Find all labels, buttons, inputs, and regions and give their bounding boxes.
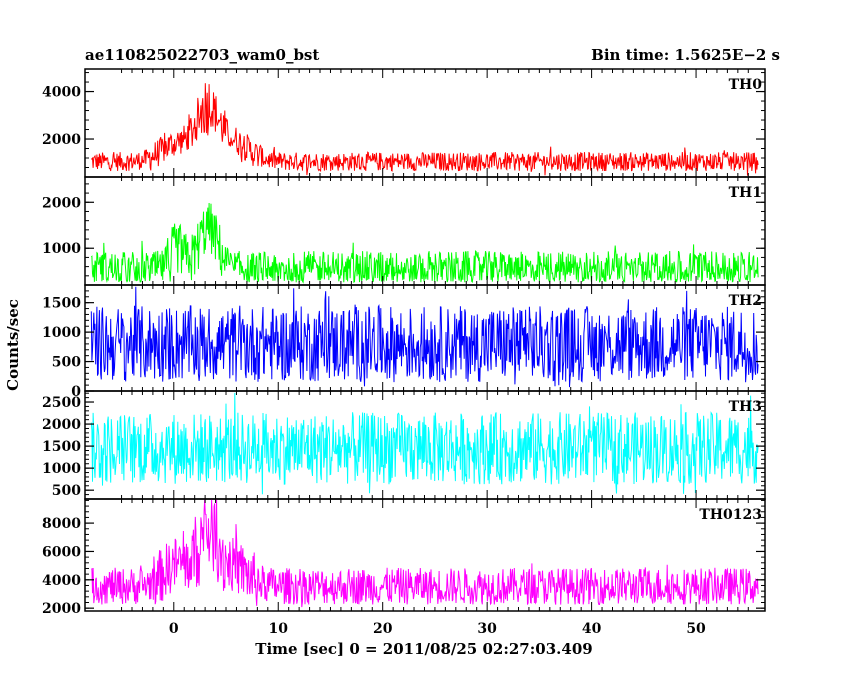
panel-frame (84, 498, 766, 612)
panel-th0: 2000 4000 TH0 (42, 68, 766, 178)
panel-label-th3: TH3 (729, 399, 762, 415)
y-tick-label: 6000 (42, 544, 81, 560)
series-line-th3 (90, 392, 759, 495)
panel-th1: 1000 2000 TH1 (42, 176, 766, 286)
y-tick-label: 0 (71, 384, 81, 400)
series-line-th1 (90, 202, 759, 284)
x-tick-label: 50 (686, 621, 706, 637)
x-tick-label: 20 (373, 621, 393, 637)
x-tick-label: 10 (268, 621, 288, 637)
panel-th0123: 2000 4000 6000 8000 TH0123 (42, 498, 766, 617)
panel-label-th0: TH0 (729, 77, 763, 93)
y-tick-label: 2500 (42, 395, 81, 411)
x-tick-label: 30 (477, 621, 497, 637)
y-tick-label: 1500 (42, 296, 81, 312)
y-tick-label: 2000 (42, 601, 81, 617)
y-tick-label: 2000 (42, 417, 81, 433)
series-line-th2 (90, 286, 759, 388)
y-tick-label: 500 (52, 483, 81, 499)
y-tick-label: 4000 (42, 573, 81, 589)
y-tick-label: 4000 (42, 85, 81, 101)
panel-label-th2: TH2 (729, 293, 762, 309)
y-tick-label: 1500 (42, 439, 81, 455)
panel-label-th1: TH1 (729, 185, 762, 201)
y-tick-label: 1000 (42, 325, 81, 341)
panel-th3: 500 1000 1500 2000 2500 TH3 (42, 390, 766, 500)
chart-title-left: ae110825022703_wam0_bst (85, 46, 319, 64)
x-tick-label: 40 (582, 621, 602, 637)
y-tick-label: 1000 (42, 461, 81, 477)
y-tick-label: 500 (52, 355, 81, 371)
x-axis-label: Time [sec] 0 = 2011/08/25 02:27:03.409 (255, 640, 592, 658)
panel-th2: 0 500 1000 1500 TH2 (42, 284, 766, 400)
x-tick-label: 0 (169, 621, 179, 637)
y-axis-label: Counts/sec (4, 299, 22, 391)
y-tick-label: 2000 (42, 132, 81, 148)
y-tick-label: 1000 (42, 241, 81, 257)
y-tick-label: 2000 (42, 195, 81, 211)
series-line-th0 (90, 83, 759, 176)
chart-title-right: Bin time: 1.5625E−2 s (591, 46, 780, 64)
panel-label-th0123: TH0123 (699, 507, 762, 523)
series-line-th0123 (91, 498, 759, 608)
y-tick-label: 8000 (42, 516, 81, 532)
